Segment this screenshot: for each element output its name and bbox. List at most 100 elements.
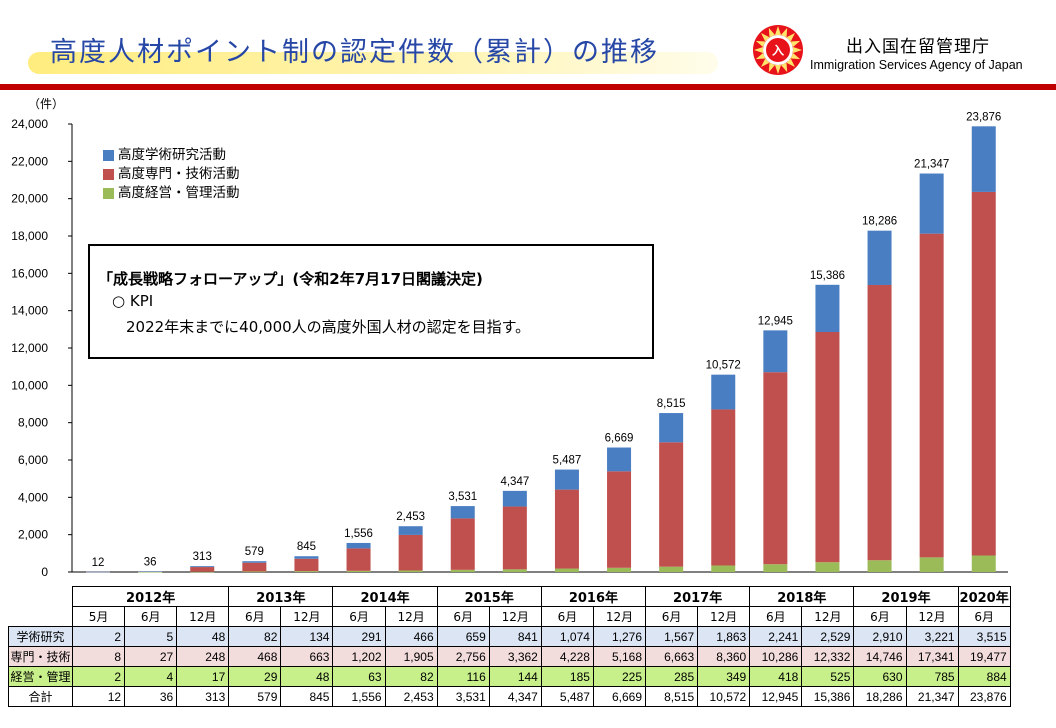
table-row: 合計 12 36 313 579 845 1,556 2,453 3,531 4,347 5,487…: [8, 686, 1011, 707]
table-year-header: 2012年: [71, 586, 230, 607]
bar-segment-management: [815, 562, 840, 572]
bar-segment-academic: [450, 506, 475, 519]
table-cell: 468: [228, 646, 282, 667]
y-axis: 0 2,000 4,000 6,000 8,000 10,000 12,000 14,000 1…: [11, 117, 1008, 579]
table-month-header: 12月: [176, 606, 230, 627]
table-cell: 3,515: [957, 626, 1011, 647]
table-row-label: 経営・管理: [8, 666, 73, 687]
table-month-header: 6月: [436, 606, 490, 627]
table-month-header: 6月: [540, 606, 594, 627]
kpi-box: 「成長戦略フォローアップ」(令和2年7月17日閣議決定) ○ KPI 2022年…: [88, 244, 654, 359]
table-cell: 19,477: [957, 646, 1011, 667]
bar-segment-professional: [659, 442, 684, 567]
bar-segment-academic: [971, 126, 996, 192]
bar-segment-academic: [867, 230, 892, 285]
bar-segment-professional: [294, 558, 319, 572]
table-month-header: 12月: [488, 606, 542, 627]
title-highlight: [28, 52, 718, 74]
table-cell: 5: [124, 626, 178, 647]
total-data-label: 313: [193, 551, 212, 563]
y-tick-label: 0: [41, 565, 48, 579]
table-row: 経営・管理 2 4 17 29 48 63 82 116 144 185 225 285 349 418 52…: [8, 666, 1011, 687]
legend-item-professional: 高度専門・技術活動: [103, 165, 240, 184]
bar-segment-academic: [554, 469, 579, 490]
table-cell: 17,341: [905, 646, 959, 667]
data-labels: 12 36 313 579 845 1,556 2,453 3,531 4,347 5,487 6,…: [92, 111, 1002, 568]
table-cell: 841: [488, 626, 542, 647]
bar-segment-professional: [815, 332, 840, 563]
table-year-header: 2014年: [332, 586, 438, 607]
data-table: 2012年 2013年 2014年 2015年 2016年 2017年 2018年 2019年…: [8, 586, 1011, 707]
total-data-label: 3,531: [448, 491, 477, 503]
kpi-label: ○ KPI: [112, 292, 154, 310]
total-data-label: 4,347: [500, 476, 529, 488]
bar-segment-professional: [607, 471, 632, 568]
bar-segment-professional: [242, 562, 267, 572]
table-cell: 36: [124, 686, 178, 707]
bar-segment-professional: [450, 518, 475, 570]
table-cell: 10,572: [697, 686, 751, 707]
bar-segment-management: [554, 568, 579, 572]
page-title: 高度人材ポイント制の認定件数（累計）の推移: [50, 37, 659, 68]
bar-segment-academic: [398, 526, 423, 535]
table-cell: 144: [488, 666, 542, 687]
legend-label-professional: 高度専門・技術活動: [118, 166, 240, 182]
table-month-header: 12月: [384, 606, 438, 627]
legend-swatch-management: [103, 188, 114, 199]
table-month-header: 12月: [801, 606, 855, 627]
table-cell: 12,945: [749, 686, 803, 707]
bar-segment-academic: [86, 571, 111, 573]
table-cell: 3,221: [905, 626, 959, 647]
bar-segment-academic: [919, 173, 944, 234]
table-cell: 1,863: [697, 626, 751, 647]
bar-segment-management: [971, 555, 996, 572]
table-cell: 3,531: [436, 686, 490, 707]
table-cell: 525: [801, 666, 855, 687]
table-row-label: 学術研究: [8, 626, 73, 647]
total-data-label: 10,572: [706, 360, 741, 372]
total-data-label: 845: [297, 541, 316, 553]
y-tick-label: 10,000: [11, 378, 48, 392]
table-cell: 884: [957, 666, 1011, 687]
table-year-header: 2013年: [228, 586, 334, 607]
bar-segment-professional: [919, 233, 944, 558]
legend-item-management: 高度経営・管理活動: [103, 184, 240, 203]
table-cell: 4: [124, 666, 178, 687]
table-cell: 23,876: [957, 686, 1011, 707]
agency-name-en: Immigration Services Agency of Japan: [810, 58, 1023, 72]
total-data-label: 36: [144, 556, 157, 568]
table-cell: 1,074: [540, 626, 594, 647]
table-cell: 10,286: [749, 646, 803, 667]
table-cell: 4,228: [540, 646, 594, 667]
bar-segment-management: [659, 566, 684, 572]
table-cell: 18,286: [853, 686, 907, 707]
table-cell: 48: [176, 626, 230, 647]
bar-segment-management: [919, 557, 944, 572]
table-cell: 1,567: [645, 626, 699, 647]
table-month-header: 12月: [280, 606, 334, 627]
table-cell: 15,386: [801, 686, 855, 707]
table-cell: 291: [332, 626, 386, 647]
bar-segment-academic: [763, 330, 788, 373]
table-month-header: 6月: [228, 606, 282, 627]
table-cell: 2,756: [436, 646, 490, 667]
y-tick-label: 14,000: [11, 304, 48, 318]
table-cell: 466: [384, 626, 438, 647]
y-tick-label: 12,000: [11, 341, 48, 355]
total-data-label: 8,515: [657, 398, 686, 410]
table-cell: 12: [71, 686, 126, 707]
table-cell: 845: [280, 686, 334, 707]
legend: 高度学術研究活動 高度専門・技術活動 高度経営・管理活動: [103, 146, 240, 203]
table-cell: 116: [436, 666, 490, 687]
table-year-header: 2018年: [749, 586, 855, 607]
table-cell: 5,487: [540, 686, 594, 707]
bar-segment-management: [450, 569, 475, 572]
table-cell: 185: [540, 666, 594, 687]
table-cell: 579: [228, 686, 282, 707]
y-tick-label: 4,000: [18, 490, 48, 504]
table-month-row: 5月 6月 12月 6月 12月 6月 12月 6月 12月 6月 12月 6月 12月 6月 12月 6月 1…: [9, 606, 1011, 627]
y-tick-label: 8,000: [18, 416, 48, 430]
bars: [86, 126, 996, 573]
table-month-header: 12月: [592, 606, 647, 627]
table-cell: 2,529: [801, 626, 855, 647]
